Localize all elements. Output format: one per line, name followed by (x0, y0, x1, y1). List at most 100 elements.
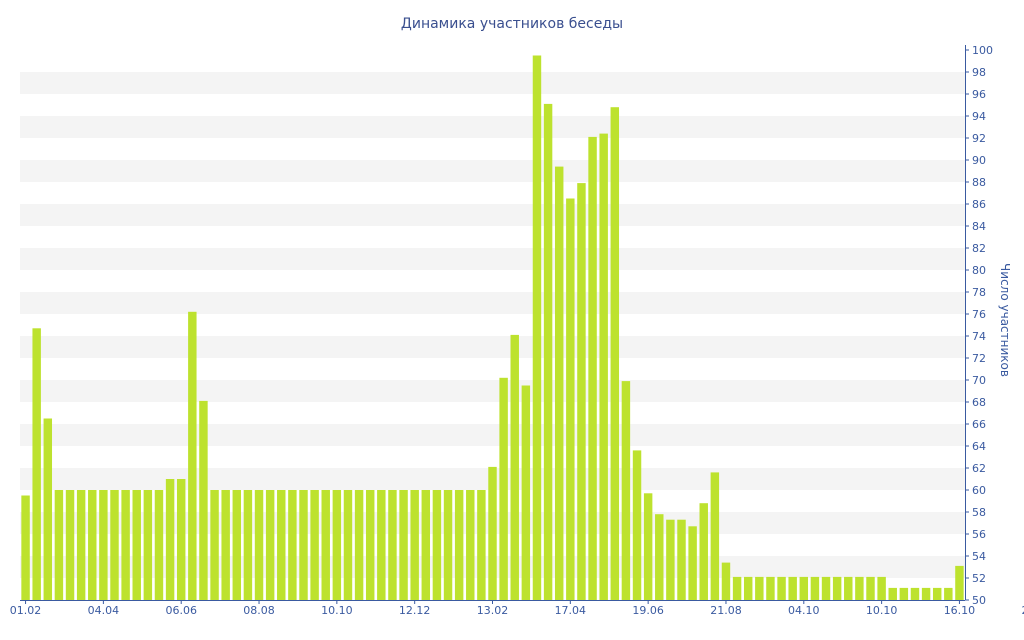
bar (199, 400, 208, 600)
bar (832, 576, 842, 600)
bar (354, 490, 364, 600)
bar (788, 576, 797, 600)
y-tick-label: 50 (972, 594, 986, 607)
bar (21, 495, 30, 600)
bar (32, 328, 41, 600)
bar (855, 576, 864, 600)
bar (666, 519, 675, 600)
bar (210, 490, 219, 600)
bar (521, 385, 531, 600)
bar (799, 576, 809, 600)
bar (321, 490, 330, 600)
bar (432, 490, 442, 600)
x-tick-label: 21.08 (710, 604, 742, 617)
y-tick-label: 72 (972, 352, 986, 365)
y-tick-label: 86 (972, 198, 986, 211)
bar (732, 576, 742, 600)
y-tick-label: 82 (972, 242, 986, 255)
y-axis-ticks: 50 52 54 56 58 60 62 64 66 68 70 72 74 76 78 80 82 84 86 88… (965, 44, 993, 607)
y-tick-label: 90 (972, 154, 986, 167)
bar (777, 576, 786, 600)
bar (844, 576, 853, 600)
y-tick-label: 54 (972, 550, 986, 563)
bar (499, 377, 508, 600)
x-tick-label: 10.10 (866, 604, 898, 617)
bar (921, 587, 931, 600)
y-tick-label: 56 (972, 528, 986, 541)
bar (566, 198, 575, 600)
bar (65, 490, 75, 600)
bar (466, 490, 475, 600)
grid-bands (20, 72, 965, 578)
y-tick-label: 70 (972, 374, 986, 387)
y-tick-label: 68 (972, 396, 986, 409)
bar (154, 490, 164, 600)
x-tick-label: 06.06 (165, 604, 197, 617)
bar (899, 587, 909, 600)
bar (766, 576, 775, 600)
bar (888, 587, 897, 600)
x-tick-label: 22.10 (1022, 604, 1024, 617)
x-tick-label: 13.02 (477, 604, 509, 617)
bar (755, 576, 764, 600)
y-tick-label: 58 (972, 506, 986, 519)
bar (821, 576, 831, 600)
bar (710, 472, 720, 600)
grid-band (20, 248, 965, 270)
bar (688, 526, 697, 600)
grid-band (20, 72, 965, 94)
bar (743, 576, 753, 600)
grid-band (20, 424, 965, 446)
y-tick-label: 96 (972, 88, 986, 101)
bar (121, 490, 130, 600)
bar (265, 490, 275, 600)
bar (554, 166, 564, 600)
grid-band (20, 204, 965, 226)
y-axis-title: Число участников (998, 263, 1012, 377)
bar (43, 418, 53, 600)
y-tick-label: 92 (972, 132, 986, 145)
bar (176, 479, 186, 600)
y-tick-label: 60 (972, 484, 986, 497)
y-tick-label: 66 (972, 418, 986, 431)
bar (910, 587, 920, 600)
bar (632, 450, 642, 600)
grid-band (20, 380, 965, 402)
bar (421, 490, 431, 600)
y-tick-label: 52 (972, 572, 986, 585)
bar (365, 490, 375, 600)
y-tick-label: 80 (972, 264, 986, 277)
bar (588, 136, 597, 600)
bar (721, 562, 731, 600)
grid-band (20, 160, 965, 182)
y-tick-label: 98 (972, 66, 986, 79)
y-tick-label: 94 (972, 110, 986, 123)
bar (299, 490, 308, 600)
x-axis-ticks: 01.02 04.04 06.06 08.08 10.10 12.12 13.02 17.04… (10, 600, 1024, 617)
bar (621, 381, 631, 600)
bar (543, 103, 553, 601)
bar (132, 490, 141, 600)
bar (232, 490, 242, 600)
bar (610, 107, 620, 600)
bar (332, 490, 342, 600)
bar (655, 514, 664, 600)
bar (599, 133, 608, 600)
bar (477, 490, 486, 600)
bar (932, 587, 942, 600)
bar (944, 587, 953, 600)
y-tick-label: 84 (972, 220, 986, 233)
bar (243, 490, 253, 600)
bar (221, 490, 230, 600)
bar (388, 490, 397, 600)
y-tick-label: 76 (972, 308, 986, 321)
bar (76, 490, 86, 600)
bar (165, 479, 175, 600)
bar-series (21, 55, 964, 601)
bar (143, 490, 153, 600)
x-tick-label: 12.12 (399, 604, 431, 617)
bar (88, 490, 97, 600)
x-tick-label: 19.06 (632, 604, 664, 617)
grid-band (20, 292, 965, 314)
x-tick-label: 04.10 (788, 604, 820, 617)
